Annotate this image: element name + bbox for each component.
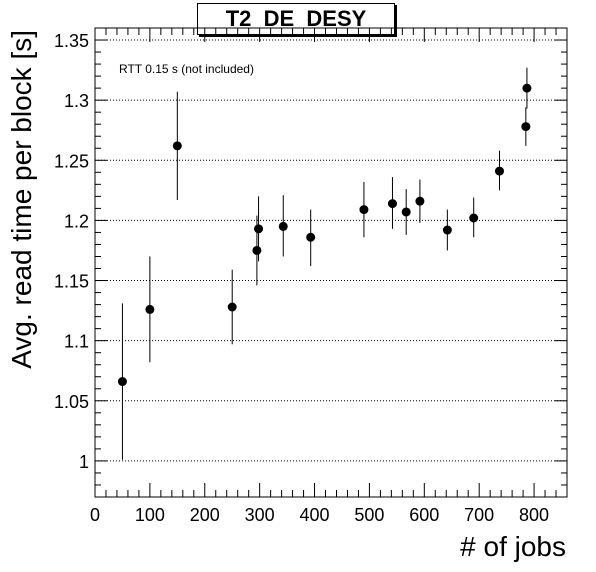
x-tick-label: 400 — [300, 505, 330, 525]
x-axis-label: # of jobs — [460, 531, 566, 562]
x-tick-labels: 0 100 200 300 400 500 600 700 800 — [90, 505, 549, 525]
x-tick-label: 300 — [245, 505, 275, 525]
data-point — [521, 122, 531, 132]
data-point — [469, 213, 479, 223]
data-point — [117, 377, 127, 387]
y-tick-label: 1.3 — [64, 91, 89, 111]
y-tick-label: 1.05 — [54, 392, 89, 412]
data-point — [494, 166, 504, 176]
data-point — [172, 141, 182, 151]
x-tick-label: 600 — [409, 505, 439, 525]
data-point — [387, 199, 397, 209]
chart-title: T2_DE_DESY — [197, 3, 395, 35]
data-point — [401, 207, 411, 217]
data-point — [227, 302, 237, 312]
y-tick-label: 1.25 — [54, 151, 89, 171]
y-axis-label: Avg. read time per block [s] — [6, 30, 37, 369]
x-tick-label: 0 — [90, 505, 100, 525]
data-point — [359, 205, 369, 215]
y-tick-label: 1.15 — [54, 272, 89, 292]
x-tick-label: 700 — [464, 505, 494, 525]
axis-ticks — [94, 27, 568, 498]
data-point — [252, 245, 262, 255]
y-tick-label: 1.35 — [54, 31, 89, 51]
y-tick-labels: 1 1.05 1.1 1.15 1.2 1.25 1.3 1.35 — [54, 31, 89, 472]
data-points — [117, 83, 532, 387]
x-tick-label: 800 — [519, 505, 549, 525]
grid-lines — [95, 39, 567, 462]
y-tick-label: 1.1 — [64, 332, 89, 352]
data-point — [254, 224, 264, 234]
y-tick-label: 1.2 — [64, 211, 89, 231]
data-point — [415, 196, 425, 206]
data-point — [442, 225, 452, 235]
data-point — [145, 304, 155, 314]
x-tick-label: 500 — [354, 505, 384, 525]
rtt-annotation: RTT 0.15 s (not included) — [119, 62, 254, 76]
y-tick-label: 1 — [79, 452, 89, 472]
x-tick-label: 100 — [135, 505, 165, 525]
plot-frame — [94, 27, 568, 498]
data-point — [278, 221, 288, 231]
error-bars — [121, 67, 528, 460]
data-point — [522, 83, 532, 93]
data-point — [306, 232, 316, 242]
x-tick-label: 200 — [190, 505, 220, 525]
